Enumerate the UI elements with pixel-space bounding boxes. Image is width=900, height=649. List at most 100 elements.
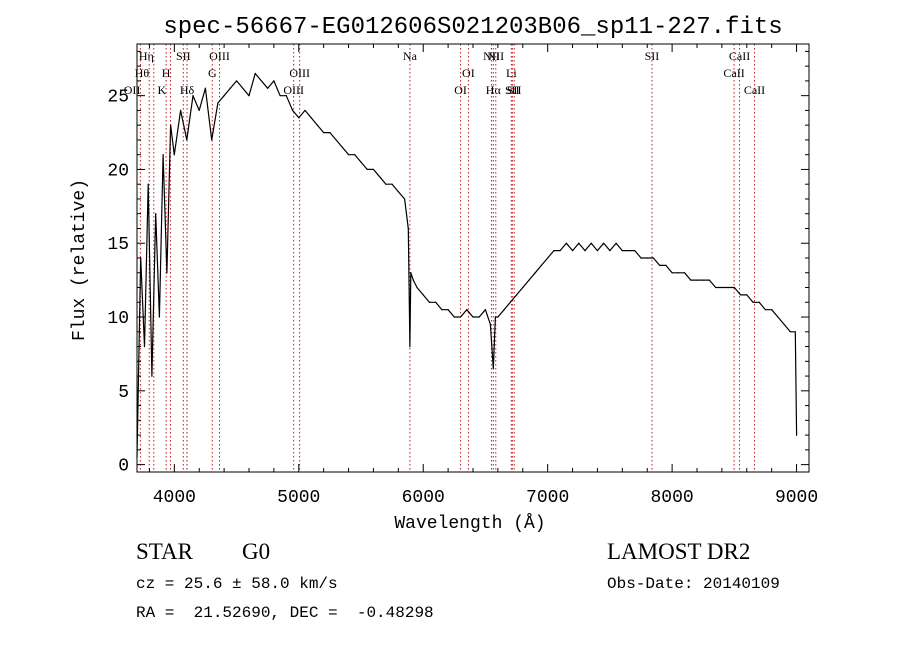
data-point [304,109,306,112]
data-point [435,301,437,303]
data-point [509,301,511,303]
data-point [291,109,294,112]
data-point [403,198,406,200]
marker-label: SII [507,83,522,97]
marker-label: Hθ [135,66,150,80]
marker-label: G [208,66,217,80]
data-point [590,242,592,244]
data-point [285,95,287,97]
data-point [422,294,424,296]
data-point [447,309,449,311]
data-point [634,250,636,252]
data-point [428,301,431,303]
x-tick-label: 7000 [526,488,569,508]
marker-label: Hη [139,49,154,63]
data-point [540,264,543,266]
data-point [347,154,350,156]
data-point [329,131,331,134]
marker-label: SII [176,49,191,63]
data-point [354,154,356,156]
marker-label: H [162,66,171,80]
data-point [534,272,536,274]
line-markers: OIIHθHηKHSIIHδGOIIIOIIIOIIINaOIOINIIHαNI… [124,44,765,472]
data-point [407,227,409,230]
y-tick-label: 15 [107,235,129,255]
data-point [609,250,611,252]
data-point [596,250,599,252]
data-point [627,250,630,252]
plot-frame [136,43,810,473]
data-point [242,87,244,89]
x-tick-label: 8000 [651,488,694,508]
data-point [571,250,574,252]
marker-label: SII [505,83,520,97]
data-point [372,168,375,171]
data-point [752,301,754,303]
y-tick-label: 10 [107,309,129,329]
marker-label: OI [462,66,475,80]
object-subclass: G0 [242,539,271,564]
marker-label: K [157,83,166,97]
y-axis-label: Flux (relative) [70,179,90,341]
data-point [416,286,418,289]
data-point [478,316,480,318]
data-point [267,87,269,89]
data-point [603,242,605,244]
data-point [211,139,213,141]
data-point [777,316,779,318]
data-point [795,434,798,436]
data-point [192,95,194,97]
marker-label: SII [645,49,660,63]
survey-name: LAMOST DR2 [607,539,751,564]
marker-label: CaII [723,66,744,80]
data-point [166,272,168,274]
data-point [789,331,791,333]
data-point [366,168,368,171]
spectrum-line-0 [136,72,798,458]
data-point [671,272,673,274]
data-point [472,316,474,318]
data-point [453,316,455,318]
data-point [640,257,642,259]
data-point [659,264,661,266]
data-point [484,309,487,311]
data-point [547,257,549,259]
x-tick-label: 4000 [153,488,196,508]
data-point [279,95,281,97]
data-point [715,286,717,289]
data-point [559,250,561,252]
data-point [360,161,362,163]
data-point [397,190,399,193]
data-point [764,309,767,311]
data-point [151,375,153,377]
data-point [578,242,580,244]
data-point [466,309,468,311]
data-point [494,316,496,318]
marker-label: OII [124,83,141,97]
data-point [441,309,443,311]
data-point [696,279,698,281]
marker-label: OI [454,83,467,97]
data-point [584,250,586,252]
data-point [155,213,157,215]
data-point [260,80,263,82]
data-point [721,286,723,289]
x-tick-label: 6000 [402,488,445,508]
data-point [771,309,773,311]
y-tick-label: 0 [118,457,129,477]
data-point [489,323,492,326]
data-point [515,294,518,296]
data-point [683,272,686,274]
data-point [733,286,735,289]
data-point [690,279,692,281]
data-point [385,183,387,185]
data-point [615,242,617,244]
data-point [522,286,524,289]
data-point [204,87,207,89]
data-point [459,316,462,318]
axes: 4000 5000 6000 7000 8000 9000 0 5 10 15 20 25 [107,44,818,508]
marker-label: Li [506,66,517,80]
ra-dec-line: RA = 21.52690, DEC = -0.48298 [136,604,434,622]
data-point [158,316,160,318]
